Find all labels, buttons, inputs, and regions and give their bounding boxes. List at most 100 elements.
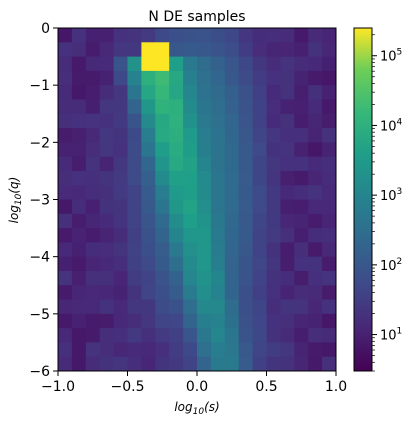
heatmap-cell: [224, 242, 240, 258]
heatmap-cell: [266, 99, 281, 115]
heatmap-cell: [99, 185, 115, 200]
heatmap-cell: [71, 213, 87, 229]
heatmap-cell: [183, 142, 198, 158]
heatmap-cell: [71, 342, 87, 358]
heatmap-cell: [58, 256, 73, 272]
heatmap-cell: [322, 299, 337, 315]
heatmap-cell: [127, 185, 142, 200]
heatmap-cell: [224, 70, 240, 86]
heatmap-cell: [169, 213, 184, 229]
heatmap-cell: [238, 99, 254, 115]
heatmap-cell: [224, 228, 240, 243]
heatmap-cell: [252, 170, 267, 186]
heatmap-cell: [169, 228, 184, 243]
heatmap-cell: [280, 313, 295, 329]
colorbar-ticks: 101 102 103 104 105: [372, 34, 403, 372]
heatmap-cell: [155, 85, 170, 100]
heatmap-cell: [169, 85, 184, 100]
heatmap-cell: [99, 128, 115, 143]
heatmap-cell: [71, 170, 87, 186]
heatmap-cell: [127, 242, 142, 258]
heatmap-cell: [197, 85, 212, 100]
heatmap-cell: [141, 328, 156, 343]
heatmap-cell: [224, 213, 240, 229]
heatmap-cell: [58, 70, 73, 86]
heatmap-cell: [210, 242, 226, 258]
heatmap-cell: [322, 228, 337, 243]
heatmap-cell: [197, 185, 212, 200]
heatmap-cell: [294, 328, 309, 343]
heatmap-cell: [294, 56, 309, 72]
heatmap-cell: [155, 170, 170, 186]
heatmap-cell: [113, 170, 128, 186]
heatmap-cell: [210, 228, 226, 243]
heatmap-cell: [71, 70, 87, 86]
heatmap-cell: [224, 99, 240, 115]
heatmap-cell: [210, 170, 226, 186]
heatmap-cell: [280, 356, 295, 372]
heatmap-cell: [280, 328, 295, 343]
heatmap-cell: [183, 28, 198, 43]
heatmap-cell: [155, 56, 170, 72]
heatmap-cell: [224, 156, 240, 172]
heatmap-cell: [266, 256, 281, 272]
heatmap-cell: [197, 142, 212, 158]
heatmap-cell: [238, 228, 254, 243]
heatmap-cell: [266, 242, 281, 258]
heatmap-cell: [210, 85, 226, 100]
heatmap-cell: [280, 228, 295, 243]
heatmap-cell: [308, 285, 323, 301]
heatmap-cell: [141, 242, 156, 258]
heatmap-cell: [127, 28, 142, 43]
heatmap-cell: [252, 213, 267, 229]
heatmap-cell: [266, 42, 281, 58]
heatmap-cell: [58, 285, 73, 301]
heatmap-cell: [155, 242, 170, 258]
heatmap-cell: [183, 270, 198, 286]
heatmap-cell: [308, 70, 323, 86]
heatmap-cell: [266, 199, 281, 215]
heatmap-cell: [197, 70, 212, 86]
heatmap-cell: [71, 42, 87, 58]
heatmap-cell: [294, 256, 309, 272]
heatmap-cell: [58, 199, 73, 215]
heatmap-cell: [71, 85, 87, 100]
heatmap-cell: [141, 356, 156, 372]
heatmap-cell: [266, 28, 281, 43]
heatmap-cell: [113, 56, 128, 72]
heatmap-cell: [85, 213, 101, 229]
heatmap-cell: [99, 85, 115, 100]
heatmap-cell: [99, 356, 115, 372]
heatmap-cell: [238, 128, 254, 143]
heatmap-cell: [294, 342, 309, 358]
heatmap-cell: [155, 70, 170, 86]
heatmap-cell: [113, 228, 128, 243]
heatmap-cell: [238, 356, 254, 372]
heatmap-cell: [294, 228, 309, 243]
heatmap-cell: [266, 128, 281, 143]
heatmap-cell: [197, 270, 212, 286]
heatmap-cell: [210, 213, 226, 229]
heatmap-cell: [266, 213, 281, 229]
heatmap-cell: [141, 85, 156, 100]
heatmap-cell: [280, 256, 295, 272]
heatmap-cell: [294, 170, 309, 186]
heatmap-cell: [58, 213, 73, 229]
heatmap-cell: [127, 228, 142, 243]
heatmap-cell: [99, 156, 115, 172]
heatmap-cell: [169, 328, 184, 343]
heatmap-cell: [224, 328, 240, 343]
heatmap-cell: [141, 28, 156, 43]
heatmap-cell: [252, 342, 267, 358]
heatmap-cell: [169, 285, 184, 301]
heatmap-cell: [266, 70, 281, 86]
heatmap-cell: [169, 113, 184, 129]
heatmap-cell: [85, 85, 101, 100]
heatmap-cell: [322, 256, 337, 272]
heatmap-cell: [252, 313, 267, 329]
heatmap-cell: [141, 113, 156, 129]
heatmap-cell: [266, 328, 281, 343]
heatmap-cell: [99, 299, 115, 315]
heatmap-cell: [58, 156, 73, 172]
heatmap-cell: [169, 356, 184, 372]
